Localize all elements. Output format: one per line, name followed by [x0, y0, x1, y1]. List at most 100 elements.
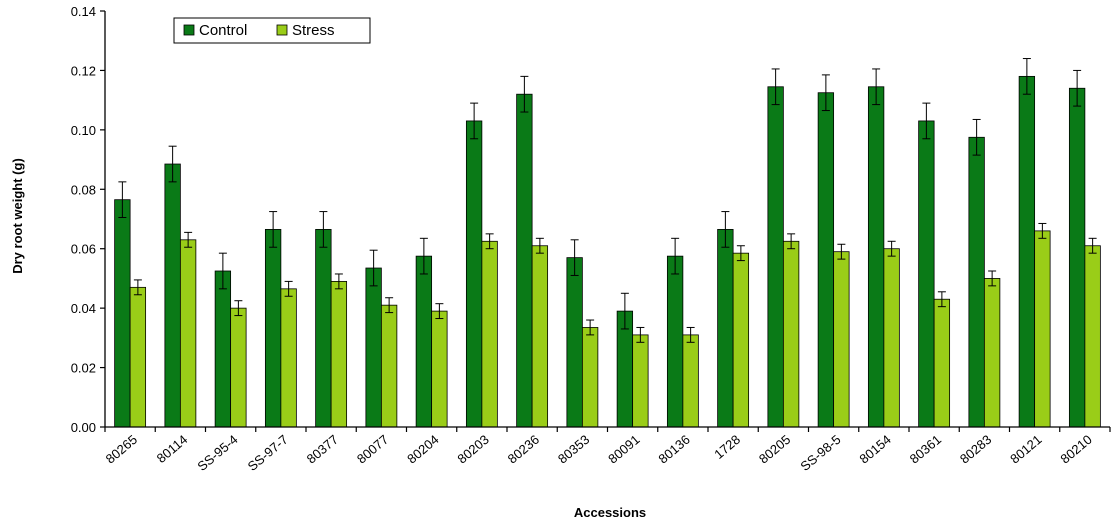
bar-control-80283 [968, 136, 985, 428]
bar-stress-80204 [431, 310, 448, 428]
error-bar [485, 233, 494, 250]
bar-stress-80236 [531, 245, 549, 428]
y-tick-label: 0.02 [71, 361, 96, 376]
legend-frame [173, 17, 371, 44]
y-ticks: 0.00 0.02 0.04 0.06 0.08 0.10 0.12 0.14 [71, 4, 105, 435]
error-bar [872, 68, 881, 106]
bar-stress-80114 [179, 239, 197, 428]
bar-control-80353 [566, 257, 583, 428]
error-bar [620, 292, 629, 330]
bar-stress-80283 [983, 278, 1001, 428]
bar-stress-80136 [682, 334, 699, 428]
error-bar [535, 237, 544, 254]
error-bar [269, 211, 278, 248]
y-tick-label: 0.12 [71, 63, 96, 78]
y-tick-label: 0.00 [71, 420, 96, 435]
x-tick-label: 80204 [404, 432, 441, 467]
error-bar [922, 102, 931, 140]
bar-stress-80205 [782, 240, 800, 428]
x-tick-label: 80203 [454, 432, 491, 467]
y-tick-label: 0.08 [71, 182, 96, 197]
error-bar [133, 279, 142, 296]
bar-control-ss-98-5 [817, 92, 835, 428]
error-bar [319, 211, 328, 248]
bar-control-80136 [666, 255, 684, 428]
error-bar [1088, 237, 1097, 254]
bar-control-1728 [717, 228, 734, 428]
error-bar [671, 237, 680, 275]
x-tick-label: 80353 [555, 432, 592, 467]
error-bar [988, 270, 997, 287]
error-bar [334, 273, 343, 290]
bar-stress-80361 [933, 298, 951, 428]
error-bar [887, 240, 896, 257]
error-bar [1073, 69, 1082, 107]
error-bar [570, 239, 579, 276]
x-tick-label: 80121 [1007, 432, 1044, 467]
legend-swatch-stress [276, 24, 288, 36]
error-bar [520, 75, 529, 113]
bar-stress-80154 [883, 248, 900, 428]
bar-stress-80265 [129, 286, 147, 428]
bar-control-80361 [918, 120, 935, 428]
bar-stress-80091 [632, 334, 649, 428]
error-bar [821, 74, 830, 112]
bar-control-80204 [415, 255, 433, 428]
bars-layer [114, 75, 1101, 428]
bar-control-80114 [164, 163, 181, 428]
x-tick-label: SS-98-5 [797, 432, 843, 474]
legend-label-stress: Stress [292, 22, 335, 39]
bar-stress-80210 [1084, 245, 1101, 428]
x-tick-label: 80377 [304, 432, 341, 467]
x-tick-label: 80265 [103, 432, 140, 467]
bar-stress-ss-98-5 [833, 251, 850, 428]
error-bar [837, 243, 846, 260]
bar-control-80205 [767, 86, 784, 428]
error-bar [218, 252, 227, 290]
x-tick-label: 80154 [856, 432, 893, 467]
bar-control-80203 [465, 120, 483, 428]
x-ticks: 80265 80114 SS-95-4 SS-97-7 80377 80077 80204 8… [103, 427, 1111, 474]
error-bars-layer [118, 58, 1097, 343]
error-bar [184, 231, 193, 248]
error-bar [1022, 58, 1031, 95]
error-bar [470, 102, 479, 140]
error-bar [168, 145, 177, 183]
x-tick-label: 80210 [1057, 432, 1094, 467]
x-tick-label: SS-97-7 [245, 432, 291, 474]
x-tick-label: SS-95-4 [194, 432, 240, 474]
x-axis-title: Accessions [574, 505, 646, 520]
error-bar [1038, 222, 1047, 239]
y-tick-label: 0.10 [71, 123, 96, 138]
y-tick-label: 0.14 [71, 4, 96, 19]
error-bar [284, 280, 293, 297]
legend-swatch-control [183, 24, 195, 36]
error-bar [118, 181, 127, 219]
x-tick-label: 80361 [907, 432, 944, 467]
error-bar [787, 233, 796, 250]
error-bar [721, 211, 730, 248]
legend: Control Stress [173, 17, 371, 44]
error-bar [369, 249, 378, 287]
bar-control-80236 [516, 93, 533, 428]
bar-control-80077 [365, 267, 382, 428]
axes-layer [104, 11, 1110, 428]
y-tick-label: 0.06 [71, 242, 96, 257]
x-tick-label: 80114 [154, 432, 191, 466]
bar-control-ss-95-4 [214, 270, 232, 428]
bar-stress-80077 [380, 304, 398, 428]
error-bar [686, 326, 695, 343]
error-bar [385, 297, 394, 314]
x-tick-label: 80205 [756, 432, 793, 467]
error-bar [736, 245, 745, 262]
y-axis-title: Dry root weight (g) [10, 158, 25, 274]
x-tick-label: 80236 [505, 432, 542, 467]
bar-stress-ss-97-7 [280, 288, 297, 428]
x-tick-label: 80283 [957, 432, 994, 467]
bar-stress-80377 [330, 280, 348, 428]
error-bar [771, 68, 780, 106]
x-tick-label: 80091 [605, 432, 642, 467]
x-tick-label: 80136 [655, 432, 692, 467]
error-bar [435, 303, 444, 320]
